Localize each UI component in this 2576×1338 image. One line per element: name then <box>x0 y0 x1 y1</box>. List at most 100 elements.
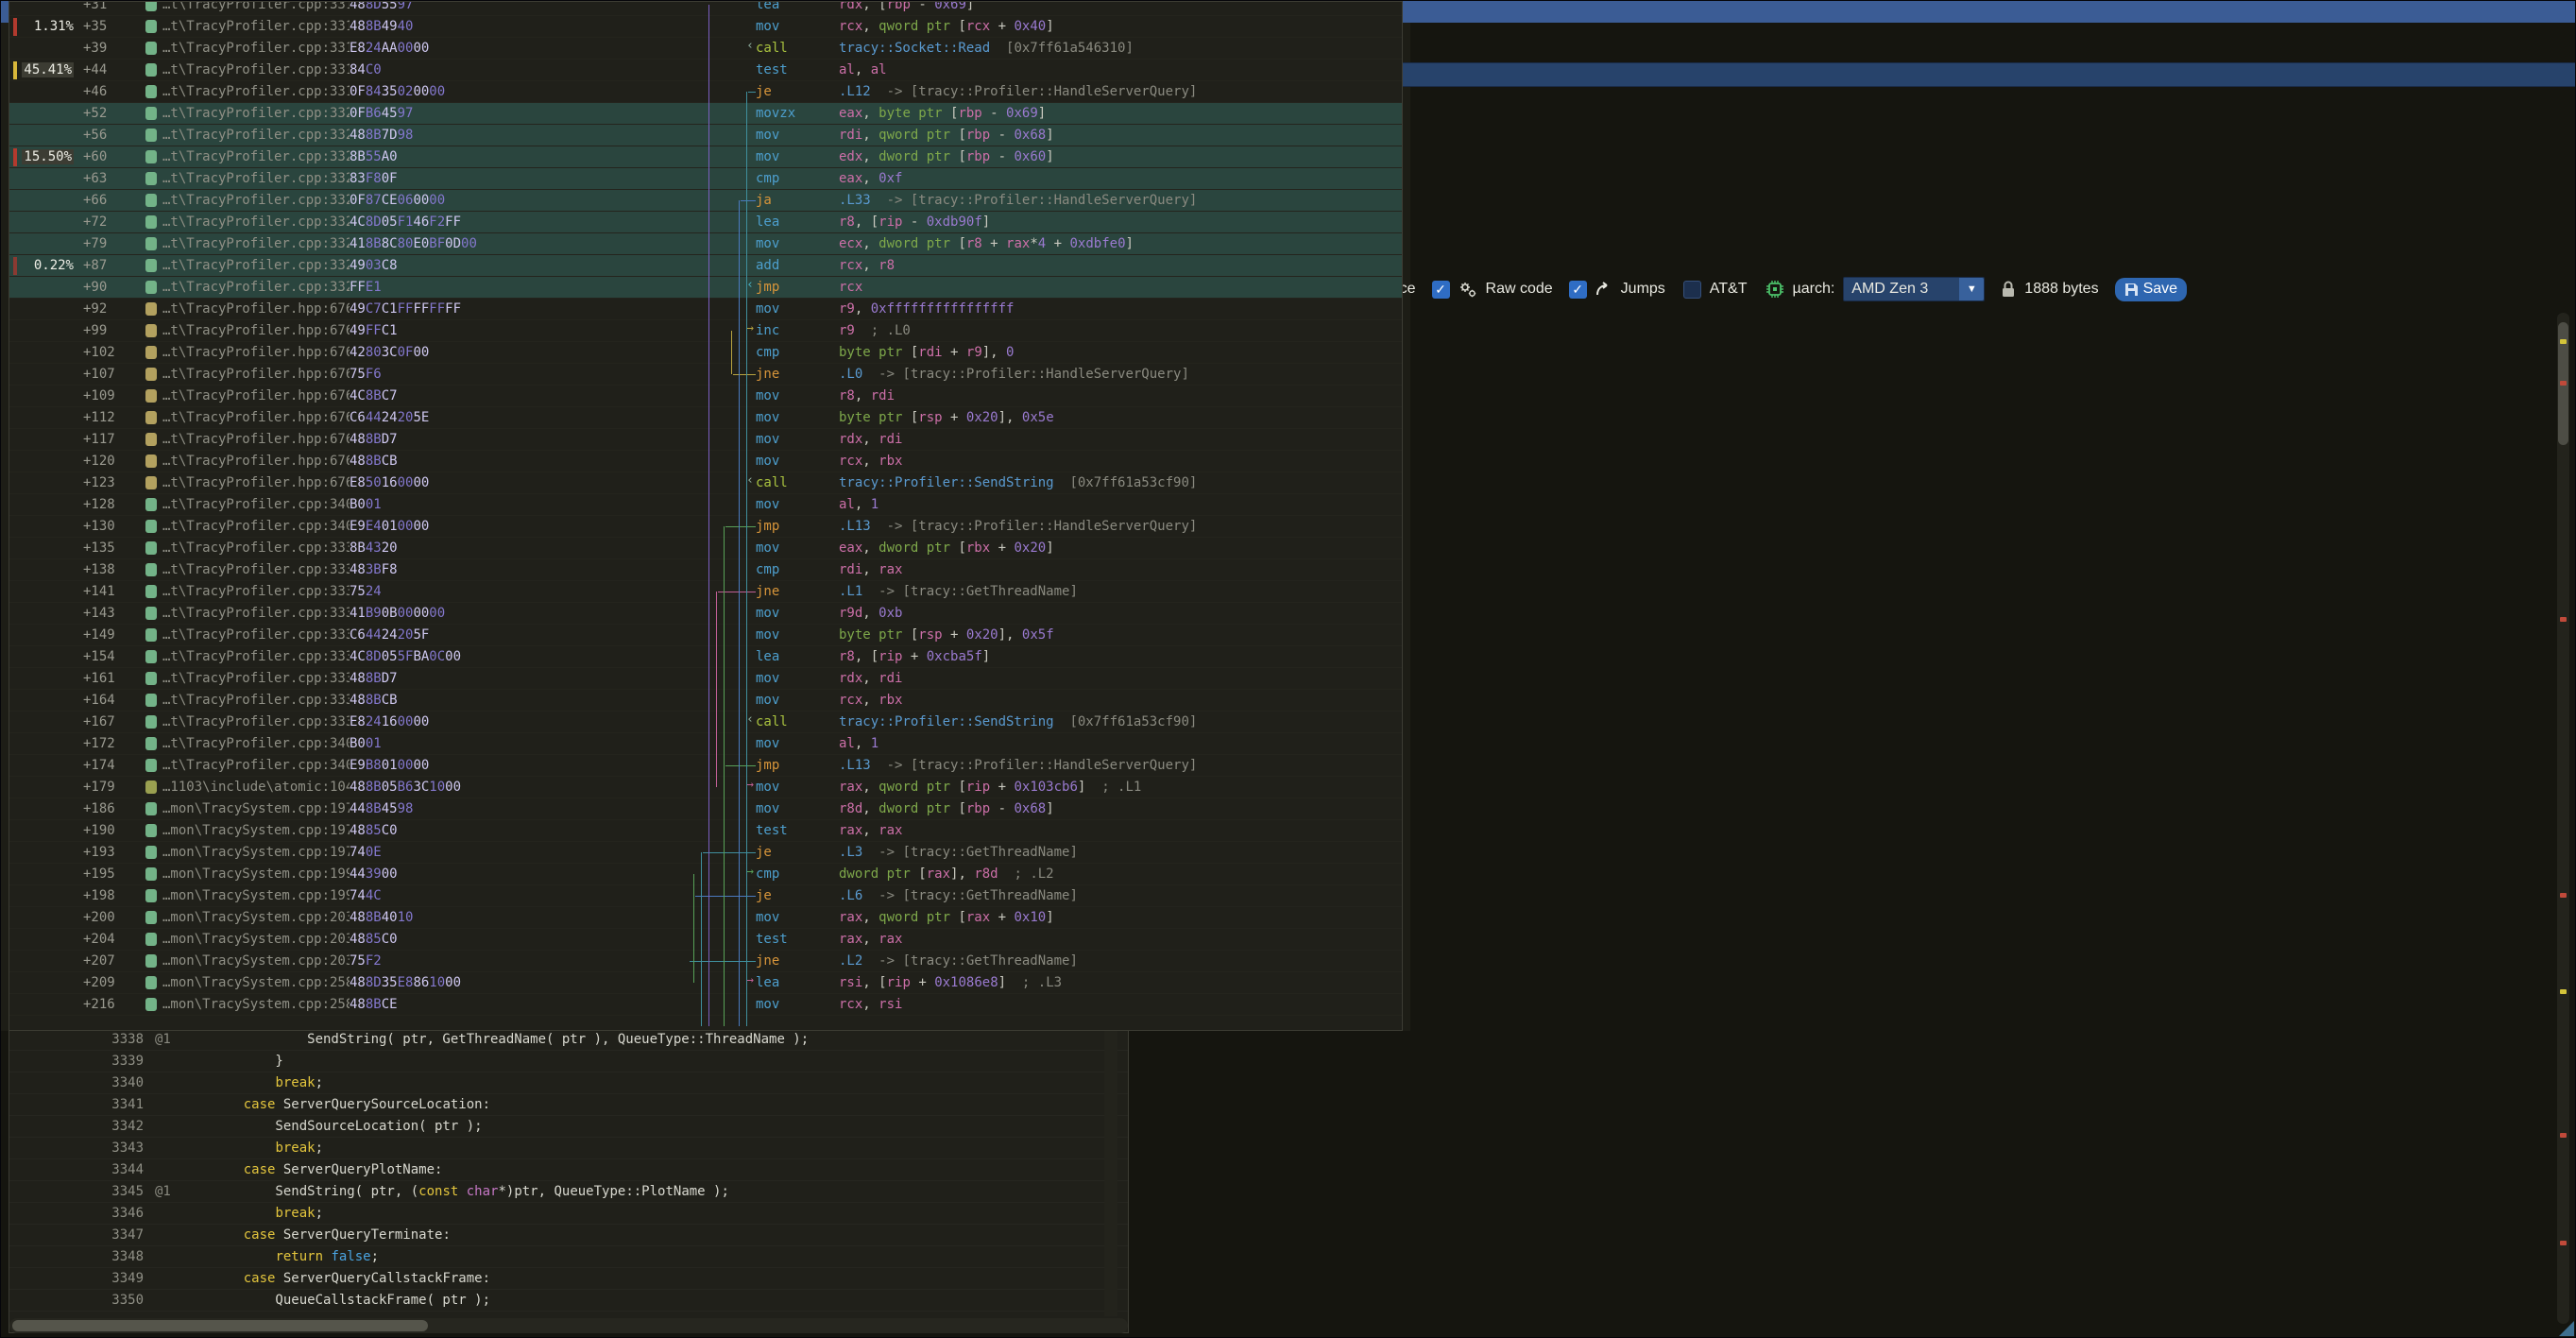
asm-row[interactable]: 0.22% +87 …t\TracyProfiler.cpp:3326 4903C8 a… <box>9 255 1402 277</box>
asm-location[interactable]: …t\TracyProfiler.cpp:3332 <box>162 540 350 556</box>
asm-mnemonic[interactable]: lea <box>756 1 780 12</box>
asm-location[interactable]: …mon\TracySystem.cpp:199 <box>162 866 350 882</box>
line-number[interactable]: 3342 <box>111 1119 144 1134</box>
line-number[interactable]: 3346 <box>111 1206 144 1221</box>
asm-location[interactable]: …t\TracyProfiler.cpp:3334 <box>162 693 350 708</box>
asm-location[interactable]: …mon\TracySystem.cpp:203 <box>162 932 350 947</box>
raw-code-label[interactable]: Raw code <box>1485 281 1553 297</box>
asm-row[interactable]: +79 …t\TracyProfiler.cpp:3326 418B8C80E0BF… <box>9 233 1402 255</box>
asm-location[interactable]: …mon\TracySystem.cpp:258 <box>162 975 350 990</box>
asm-mnemonic[interactable]: mov <box>756 301 780 317</box>
asm-mnemonic[interactable]: test <box>756 823 788 838</box>
asm-row[interactable]: +198 …mon\TracySystem.cpp:199 744C je .L6 ->… <box>9 885 1402 907</box>
source-horizontal-scrollbar[interactable] <box>9 1318 1128 1333</box>
asm-row[interactable]: +143 …t\TracyProfiler.cpp:3334 41B90B00000… <box>9 603 1402 625</box>
asm-mnemonic[interactable]: mov <box>756 19 780 34</box>
asm-mnemonic[interactable]: mov <box>756 801 780 816</box>
asm-mnemonic[interactable]: mov <box>756 432 780 447</box>
asm-location[interactable]: …t\TracyProfiler.cpp:3317 <box>162 19 350 34</box>
source-line-row[interactable]: 3344 case ServerQueryPlotName: <box>9 1159 1128 1181</box>
asm-mnemonic[interactable]: jmp <box>756 519 780 534</box>
asm-row[interactable]: +90 …t\TracyProfiler.cpp:3326 FFE1 ‹ jmp rcx <box>9 277 1402 299</box>
asm-row[interactable]: +56 …t\TracyProfiler.cpp:3326 488B7D98 mov r… <box>9 125 1402 146</box>
asm-row[interactable]: +179 …1103\include\atomic:1048 488B05B63C1… <box>9 777 1402 798</box>
asm-location[interactable]: …t\TracyProfiler.hpp:676 <box>162 367 350 382</box>
asm-mnemonic[interactable]: call <box>756 41 788 56</box>
line-number[interactable]: 3345 <box>111 1184 144 1199</box>
asm-mnemonic[interactable]: add <box>756 258 780 273</box>
line-number[interactable]: 3340 <box>111 1075 144 1090</box>
asm-mnemonic[interactable]: mov <box>756 606 780 621</box>
jumps-checkbox[interactable]: ✓ <box>1568 280 1587 299</box>
asm-mnemonic[interactable]: jmp <box>756 758 780 773</box>
asm-row[interactable]: +117 …t\TracyProfiler.hpp:676 488BD7 mov rdx… <box>9 429 1402 451</box>
asm-mnemonic[interactable]: ja <box>756 193 772 208</box>
source-line-row[interactable]: 3348 return false; <box>9 1246 1128 1268</box>
asm-row[interactable]: +112 …t\TracyProfiler.hpp:676 C64424205E mo… <box>9 407 1402 429</box>
uarch-combo[interactable]: AMD Zen 3 ▼ <box>1843 277 1986 301</box>
line-number[interactable]: 3347 <box>111 1227 144 1243</box>
asm-mnemonic[interactable]: cmp <box>756 345 780 360</box>
asm-location[interactable]: …mon\TracySystem.cpp:258 <box>162 997 350 1012</box>
asm-row[interactable]: +195 …mon\TracySystem.cpp:199 443900 → cmp dw… <box>9 864 1402 885</box>
asm-row[interactable]: +200 …mon\TracySystem.cpp:203 488B4010 mov r… <box>9 907 1402 929</box>
asm-mnemonic[interactable]: mov <box>756 997 780 1012</box>
asm-location[interactable]: …t\TracyProfiler.hpp:676 <box>162 410 350 425</box>
asm-location[interactable]: …t\TracyProfiler.cpp:3317 <box>162 84 350 99</box>
asm-mnemonic[interactable]: test <box>756 62 788 77</box>
asm-location[interactable]: …t\TracyProfiler.cpp:3326 <box>162 280 350 295</box>
asm-mnemonic[interactable]: movzx <box>756 106 796 121</box>
asm-row[interactable]: +216 …mon\TracySystem.cpp:258 488BCE mov rcx… <box>9 994 1402 1016</box>
asm-location[interactable]: …t\TracyProfiler.hpp:676 <box>162 301 350 317</box>
asm-row[interactable]: +99 …t\TracyProfiler.hpp:676 49FFC1 → inc r9 … <box>9 320 1402 342</box>
asm-location[interactable]: …t\TracyProfiler.cpp:3334 <box>162 606 350 621</box>
asm-mnemonic[interactable]: lea <box>756 214 780 230</box>
asm-mnemonic[interactable]: mov <box>756 454 780 469</box>
asm-location[interactable]: …mon\TracySystem.cpp:197 <box>162 823 350 838</box>
asm-location[interactable]: …t\TracyProfiler.cpp:3326 <box>162 214 350 230</box>
asm-mnemonic[interactable]: mov <box>756 627 780 643</box>
asm-location[interactable]: …t\TracyProfiler.cpp:3401 <box>162 736 350 751</box>
asm-row[interactable]: +138 …t\TracyProfiler.cpp:3332 483BF8 cmp rd… <box>9 559 1402 581</box>
asm-location[interactable]: …t\TracyProfiler.cpp:3326 <box>162 149 350 164</box>
asm-location[interactable]: …t\TracyProfiler.cpp:3326 <box>162 171 350 186</box>
asm-row[interactable]: +174 …t\TracyProfiler.cpp:3401 E9B8010000 j… <box>9 755 1402 777</box>
asm-mnemonic[interactable]: cmp <box>756 171 780 186</box>
line-number[interactable]: 3338 <box>111 1032 144 1047</box>
asm-mnemonic[interactable]: call <box>756 475 788 490</box>
asm-row[interactable]: +107 …t\TracyProfiler.hpp:676 75F6 jne .L0 -… <box>9 364 1402 386</box>
asm-location[interactable]: …t\TracyProfiler.cpp:3334 <box>162 627 350 643</box>
asm-row[interactable]: +186 …mon\TracySystem.cpp:197 448B4598 mov r… <box>9 798 1402 820</box>
asm-location[interactable]: …1103\include\atomic:1048 <box>162 780 350 795</box>
asm-row[interactable]: 1.31% +35 …t\TracyProfiler.cpp:3317 488B494… <box>9 16 1402 38</box>
asm-row[interactable]: +172 …t\TracyProfiler.cpp:3401 B001 mov al, … <box>9 733 1402 755</box>
asm-row[interactable]: +164 …t\TracyProfiler.cpp:3334 488BCB mov rc… <box>9 690 1402 712</box>
asm-location[interactable]: …t\TracyProfiler.cpp:3332 <box>162 562 350 577</box>
asm-mnemonic[interactable]: mov <box>756 910 780 925</box>
asm-mnemonic[interactable]: test <box>756 932 788 947</box>
asm-row[interactable]: +52 …t\TracyProfiler.cpp:3326 0FB64597 movz… <box>9 103 1402 125</box>
asm-row[interactable]: +193 …mon\TracySystem.cpp:197 740E je .L3 ->… <box>9 842 1402 864</box>
asm-mnemonic[interactable]: je <box>756 84 772 99</box>
asm-mnemonic[interactable]: jne <box>756 584 780 599</box>
asm-location[interactable]: …mon\TracySystem.cpp:197 <box>162 801 350 816</box>
asm-row[interactable]: +72 …t\TracyProfiler.cpp:3326 4C8D05F146F2… <box>9 212 1402 233</box>
asm-location[interactable]: …t\TracyProfiler.cpp:3317 <box>162 1 350 12</box>
asm-row[interactable]: +204 …mon\TracySystem.cpp:203 4885C0 test ra… <box>9 929 1402 951</box>
source-line-row[interactable]: 3340 break; <box>9 1072 1128 1094</box>
asm-mnemonic[interactable]: mov <box>756 388 780 403</box>
asm-location[interactable]: …mon\TracySystem.cpp:199 <box>162 888 350 903</box>
asm-location[interactable]: …t\TracyProfiler.cpp:3401 <box>162 758 350 773</box>
assembly-vertical-scrollbar[interactable] <box>2557 313 2569 1324</box>
line-number[interactable]: 3349 <box>111 1271 144 1286</box>
asm-row[interactable]: +161 …t\TracyProfiler.cpp:3334 488BD7 mov rd… <box>9 668 1402 690</box>
asm-row[interactable]: +63 …t\TracyProfiler.cpp:3326 83F80F cmp eax… <box>9 168 1402 190</box>
asm-row[interactable]: 15.50% +60 …t\TracyProfiler.cpp:3326 8B55A0… <box>9 146 1402 168</box>
asm-row[interactable]: +123 …t\TracyProfiler.hpp:676 E850160000 ‹ c… <box>9 472 1402 494</box>
asm-mnemonic[interactable]: mov <box>756 780 780 795</box>
asm-location[interactable]: …t\TracyProfiler.hpp:676 <box>162 432 350 447</box>
asm-row[interactable]: 45.41% +44 …t\TracyProfiler.cpp:3317 84C0 te… <box>9 60 1402 81</box>
line-number[interactable]: 3350 <box>111 1293 144 1308</box>
asm-row[interactable]: +46 …t\TracyProfiler.cpp:3317 0F8435020000… <box>9 81 1402 103</box>
source-line-row[interactable]: 3349 case ServerQueryCallstackFrame: <box>9 1268 1128 1290</box>
